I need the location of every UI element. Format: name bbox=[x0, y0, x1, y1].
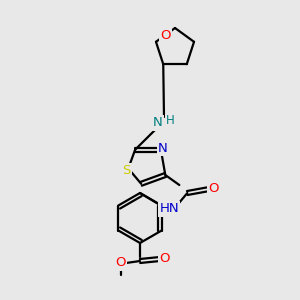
Text: O: O bbox=[159, 253, 169, 266]
Text: N: N bbox=[153, 116, 163, 130]
Text: O: O bbox=[208, 182, 219, 196]
Text: S: S bbox=[122, 164, 130, 177]
Text: O: O bbox=[116, 256, 126, 269]
Text: HN: HN bbox=[160, 202, 179, 215]
Text: N: N bbox=[158, 142, 168, 155]
Text: H: H bbox=[166, 115, 174, 128]
Text: O: O bbox=[160, 29, 171, 42]
